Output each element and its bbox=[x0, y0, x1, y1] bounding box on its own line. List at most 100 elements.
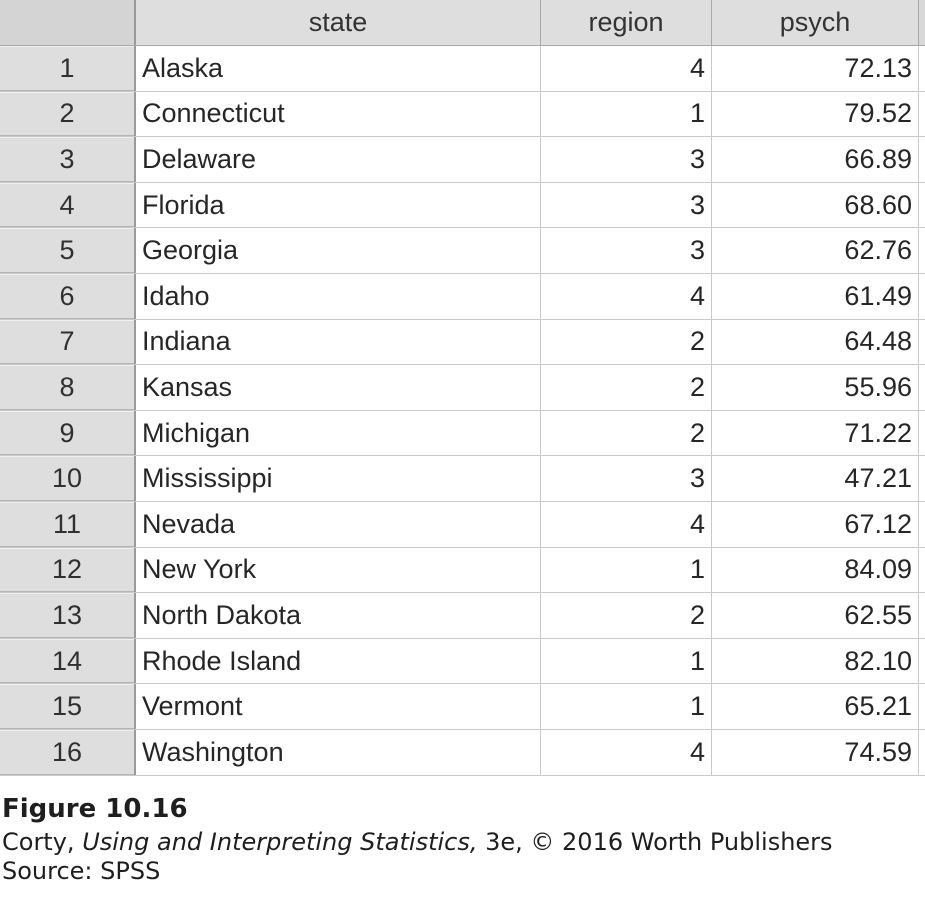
state-cell[interactable]: Kansas bbox=[136, 365, 541, 410]
table-row: 15 Vermont 1 65.21 bbox=[0, 684, 925, 730]
region-cell[interactable]: 4 bbox=[541, 46, 712, 91]
state-cell[interactable]: Connecticut bbox=[136, 91, 541, 137]
empty-cell[interactable] bbox=[919, 182, 925, 228]
state-cell[interactable]: Washington bbox=[136, 729, 541, 775]
row-number-cell[interactable]: 16 bbox=[0, 729, 136, 775]
empty-cell[interactable] bbox=[919, 593, 925, 638]
empty-cell[interactable] bbox=[919, 137, 925, 182]
column-header-row: state region psych bbox=[0, 0, 925, 46]
table-row: 3 Delaware 3 66.89 bbox=[0, 137, 925, 183]
table-row: 14 Rhode Island 1 82.10 bbox=[0, 638, 925, 685]
state-cell[interactable]: Nevada bbox=[136, 501, 541, 547]
region-cell[interactable]: 2 bbox=[541, 319, 712, 365]
region-cell[interactable]: 1 bbox=[541, 684, 712, 729]
state-cell[interactable]: Vermont bbox=[136, 684, 541, 729]
psych-cell[interactable]: 47.21 bbox=[712, 456, 919, 501]
state-cell[interactable]: Idaho bbox=[136, 273, 541, 319]
row-number-cell[interactable]: 9 bbox=[0, 410, 136, 456]
empty-cell[interactable] bbox=[919, 684, 925, 729]
psych-cell[interactable]: 71.22 bbox=[712, 410, 919, 456]
psych-cell[interactable]: 79.52 bbox=[712, 91, 919, 137]
row-number-cell[interactable]: 14 bbox=[0, 638, 136, 684]
psych-cell[interactable]: 61.49 bbox=[712, 273, 919, 319]
empty-cell[interactable] bbox=[919, 547, 925, 593]
psych-cell[interactable]: 62.76 bbox=[712, 228, 919, 273]
credit-author: Corty, bbox=[2, 828, 83, 856]
spss-data-grid: state region psych 1 Alaska 4 72.13 2 Connect… bbox=[0, 0, 925, 776]
column-header-state[interactable]: state bbox=[136, 0, 541, 45]
psych-cell[interactable]: 64.48 bbox=[712, 319, 919, 365]
psych-cell[interactable]: 62.55 bbox=[712, 593, 919, 638]
region-cell[interactable]: 1 bbox=[541, 547, 712, 593]
row-number-cell[interactable]: 8 bbox=[0, 365, 136, 410]
row-number-cell[interactable]: 4 bbox=[0, 182, 136, 228]
region-cell[interactable]: 2 bbox=[541, 365, 712, 410]
column-header-empty[interactable] bbox=[919, 0, 925, 45]
psych-cell[interactable]: 72.13 bbox=[712, 46, 919, 91]
row-number-cell[interactable]: 2 bbox=[0, 91, 136, 137]
state-cell[interactable]: Alaska bbox=[136, 46, 541, 91]
state-cell[interactable]: Delaware bbox=[136, 137, 541, 182]
region-cell[interactable]: 4 bbox=[541, 273, 712, 319]
psych-cell[interactable]: 66.89 bbox=[712, 137, 919, 182]
row-number-cell[interactable]: 6 bbox=[0, 273, 136, 319]
row-number-cell[interactable]: 15 bbox=[0, 684, 136, 729]
psych-cell[interactable]: 55.96 bbox=[712, 365, 919, 410]
empty-cell[interactable] bbox=[919, 365, 925, 410]
psych-cell[interactable]: 84.09 bbox=[712, 547, 919, 593]
empty-cell[interactable] bbox=[919, 273, 925, 319]
table-row: 11 Nevada 4 67.12 bbox=[0, 501, 925, 548]
table-row: 9 Michigan 2 71.22 bbox=[0, 410, 925, 457]
psych-cell[interactable]: 65.21 bbox=[712, 684, 919, 729]
region-cell[interactable]: 4 bbox=[541, 729, 712, 775]
state-cell[interactable]: Indiana bbox=[136, 319, 541, 365]
region-cell[interactable]: 1 bbox=[541, 91, 712, 137]
row-number-cell[interactable]: 1 bbox=[0, 46, 136, 91]
region-cell[interactable]: 2 bbox=[541, 593, 712, 638]
column-header-region[interactable]: region bbox=[541, 0, 712, 45]
region-cell[interactable]: 4 bbox=[541, 501, 712, 547]
psych-cell[interactable]: 67.12 bbox=[712, 501, 919, 547]
empty-cell[interactable] bbox=[919, 410, 925, 456]
table-row: 8 Kansas 2 55.96 bbox=[0, 365, 925, 411]
empty-cell[interactable] bbox=[919, 638, 925, 684]
row-number-cell[interactable]: 12 bbox=[0, 547, 136, 593]
state-cell[interactable]: New York bbox=[136, 547, 541, 593]
figure-credit: Corty, Using and Interpreting Statistics… bbox=[2, 830, 922, 859]
row-number-cell[interactable]: 5 bbox=[0, 228, 136, 273]
row-number-cell[interactable]: 10 bbox=[0, 456, 136, 501]
empty-cell[interactable] bbox=[919, 319, 925, 365]
row-number-cell[interactable]: 11 bbox=[0, 501, 136, 547]
figure-title: Figure 10.16 bbox=[2, 794, 188, 824]
region-cell[interactable]: 3 bbox=[541, 228, 712, 273]
empty-cell[interactable] bbox=[919, 46, 925, 91]
region-cell[interactable]: 3 bbox=[541, 182, 712, 228]
empty-cell[interactable] bbox=[919, 501, 925, 547]
table-row: 2 Connecticut 1 79.52 bbox=[0, 91, 925, 138]
state-cell[interactable]: Rhode Island bbox=[136, 638, 541, 684]
state-cell[interactable]: North Dakota bbox=[136, 593, 541, 638]
state-cell[interactable]: Mississippi bbox=[136, 456, 541, 501]
psych-cell[interactable]: 68.60 bbox=[712, 182, 919, 228]
empty-cell[interactable] bbox=[919, 456, 925, 501]
table-body: 1 Alaska 4 72.13 2 Connecticut 1 79.52 3 Delaware… bbox=[0, 46, 925, 776]
psych-cell[interactable]: 74.59 bbox=[712, 729, 919, 775]
column-header-psych[interactable]: psych bbox=[712, 0, 919, 45]
state-cell[interactable]: Georgia bbox=[136, 228, 541, 273]
state-cell[interactable]: Florida bbox=[136, 182, 541, 228]
region-cell[interactable]: 3 bbox=[541, 456, 712, 501]
row-number-cell[interactable]: 7 bbox=[0, 319, 136, 365]
empty-cell[interactable] bbox=[919, 729, 925, 775]
region-cell[interactable]: 1 bbox=[541, 638, 712, 684]
row-number-cell[interactable]: 3 bbox=[0, 137, 136, 182]
psych-cell[interactable]: 82.10 bbox=[712, 638, 919, 684]
state-cell[interactable]: Michigan bbox=[136, 410, 541, 456]
empty-cell[interactable] bbox=[919, 91, 925, 137]
empty-cell[interactable] bbox=[919, 228, 925, 273]
table-row: 1 Alaska 4 72.13 bbox=[0, 46, 925, 92]
row-number-cell[interactable]: 13 bbox=[0, 593, 136, 638]
corner-cell[interactable] bbox=[0, 0, 136, 45]
table-row: 10 Mississippi 3 47.21 bbox=[0, 456, 925, 502]
region-cell[interactable]: 2 bbox=[541, 410, 712, 456]
region-cell[interactable]: 3 bbox=[541, 137, 712, 182]
